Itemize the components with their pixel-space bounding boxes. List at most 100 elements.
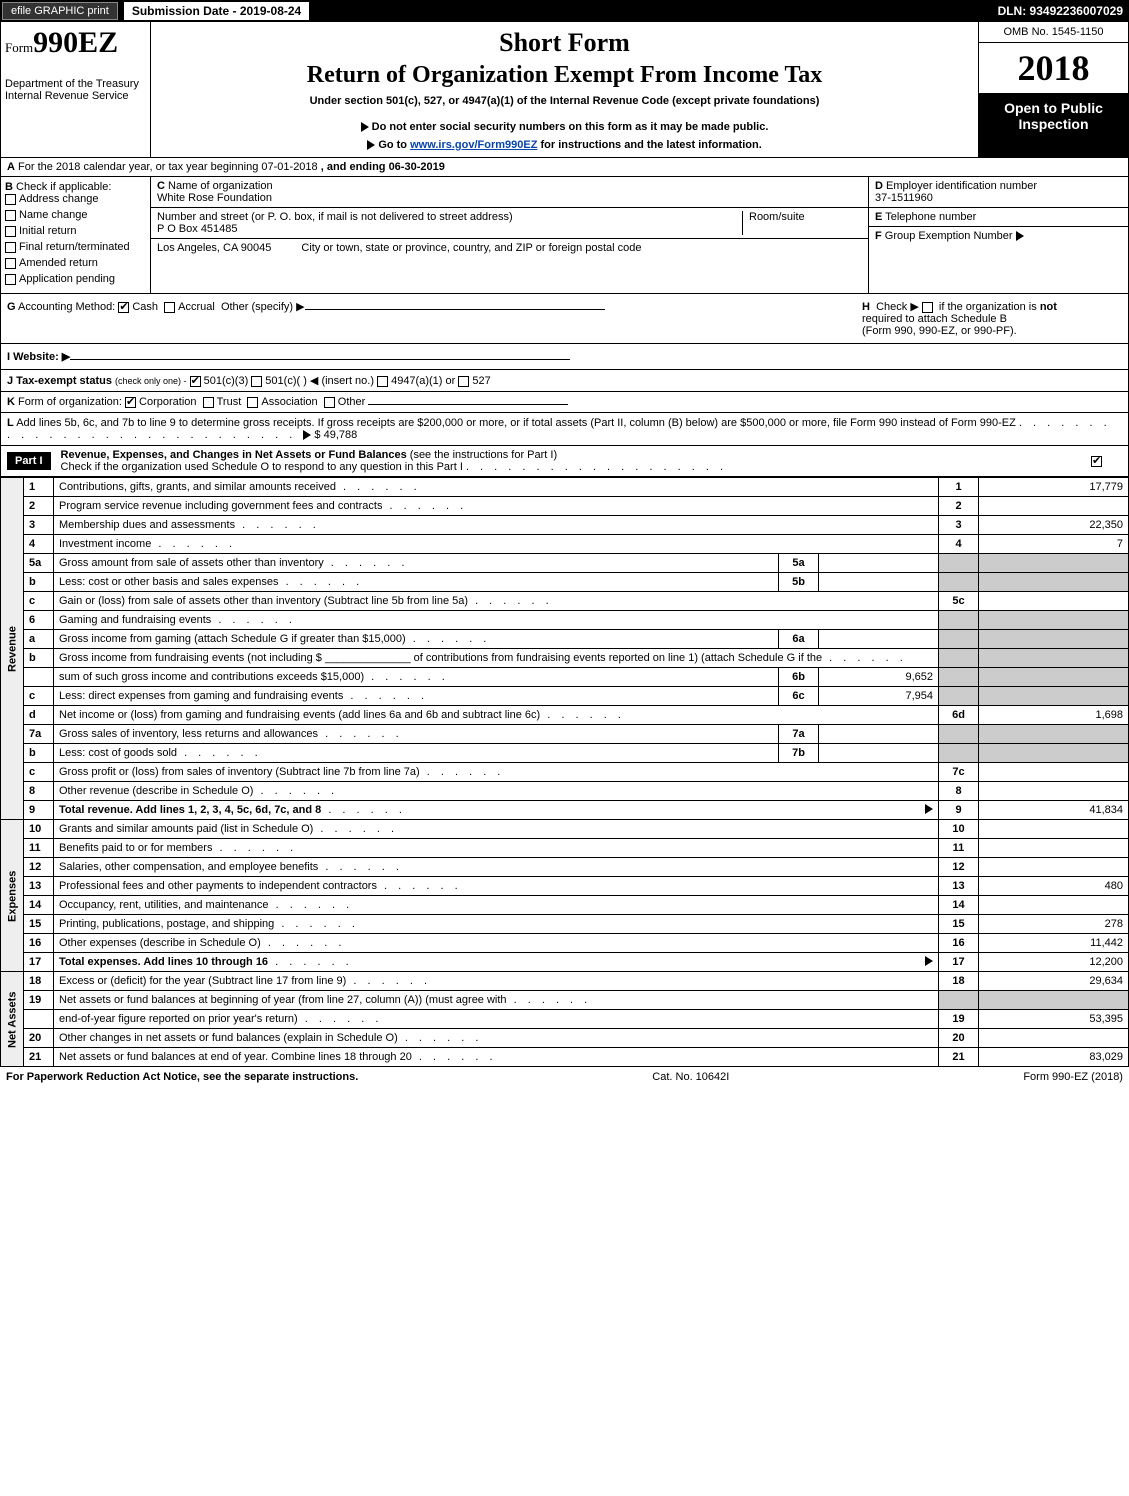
k-other-input[interactable] — [368, 404, 568, 405]
goto-notice: Go to www.irs.gov/Form990EZ for instruct… — [157, 139, 972, 151]
checkbox-accrual-icon[interactable] — [164, 302, 175, 313]
k-trust: Trust — [217, 396, 242, 408]
dots: . . . . . . — [382, 500, 467, 512]
checkbox-assoc-icon[interactable] — [247, 397, 258, 408]
g-text: Accounting Method: — [18, 301, 115, 313]
checkbox-schedule-o-icon[interactable] — [1091, 456, 1102, 467]
part1-label: Part I — [7, 452, 51, 470]
short-form-title: Short Form — [157, 28, 972, 58]
right-value: 480 — [979, 877, 1129, 896]
other-input[interactable] — [305, 309, 605, 310]
chk-address-change[interactable]: Address change — [5, 193, 146, 205]
label-a: A — [7, 161, 15, 173]
dots: . . . . . . — [343, 690, 428, 702]
line-desc: Gross sales of inventory, less returns a… — [54, 725, 779, 744]
footer-right: Form 990-EZ (2018) — [1023, 1071, 1123, 1083]
table-row: aGross income from gaming (attach Schedu… — [1, 630, 1129, 649]
footer-left: For Paperwork Reduction Act Notice, see … — [6, 1071, 358, 1083]
row-a-ending: , and ending 06-30-2019 — [321, 161, 445, 173]
table-row: bLess: cost or other basis and sales exp… — [1, 573, 1129, 592]
j-opt2: 501(c)( ) — [265, 375, 307, 387]
checkbox-icon — [5, 210, 16, 221]
line-desc: Less: direct expenses from gaming and fu… — [54, 687, 779, 706]
accounting-method: G Accounting Method: Cash Accrual Other … — [7, 300, 605, 337]
irs-link[interactable]: www.irs.gov/Form990EZ — [410, 139, 537, 151]
table-row: end-of-year figure reported on prior yea… — [1, 1010, 1129, 1029]
accrual-label: Accrual — [178, 301, 215, 313]
footer-mid: Cat. No. 10642I — [652, 1071, 729, 1083]
table-row: 2Program service revenue including gover… — [1, 497, 1129, 516]
table-row: 11Benefits paid to or for members . . . … — [1, 839, 1129, 858]
checkbox-corp-icon[interactable] — [125, 397, 136, 408]
dots: . . . . . . — [268, 956, 353, 968]
mid-value — [819, 744, 939, 763]
dots: . . . . . . — [321, 804, 406, 816]
table-row: 15Printing, publications, postage, and s… — [1, 915, 1129, 934]
checkbox-4947-icon[interactable] — [377, 376, 388, 387]
chk-name-change[interactable]: Name change — [5, 209, 146, 221]
checkbox-other-icon[interactable] — [324, 397, 335, 408]
checkbox-icon — [5, 226, 16, 237]
page-footer: For Paperwork Reduction Act Notice, see … — [0, 1067, 1129, 1087]
table-row: 16Other expenses (describe in Schedule O… — [1, 934, 1129, 953]
group-ex-label: Group Exemption Number — [885, 230, 1013, 242]
l-text: Add lines 5b, 6c, and 7b to line 9 to de… — [16, 417, 1016, 429]
mid-value — [819, 554, 939, 573]
right-num — [939, 611, 979, 630]
under-section: Under section 501(c), 527, or 4947(a)(1)… — [157, 95, 972, 107]
cash-label: Cash — [132, 301, 158, 313]
line-number: b — [24, 744, 54, 763]
mid-value — [819, 573, 939, 592]
section-bcd: B Check if applicable: Address change Na… — [0, 177, 1129, 294]
right-num-shaded — [939, 725, 979, 744]
checkbox-501c3-icon[interactable] — [190, 376, 201, 387]
right-val — [979, 611, 1129, 630]
right-value: 29,634 — [979, 972, 1129, 991]
line-number: 10 — [24, 820, 54, 839]
h-text3: required to attach Schedule B — [862, 313, 1007, 325]
line-number: 20 — [24, 1029, 54, 1048]
checkbox-h-icon[interactable] — [922, 302, 933, 313]
h-check: Check ▶ — [876, 301, 919, 313]
section-label: Expenses — [1, 820, 24, 972]
dots: . . . . . . — [318, 861, 403, 873]
label-c: C — [157, 180, 165, 192]
right-line-number: 10 — [939, 820, 979, 839]
chk-initial-return[interactable]: Initial return — [5, 225, 146, 237]
dots: . . . . . . — [420, 766, 505, 778]
right-num-shaded — [939, 573, 979, 592]
line-number: a — [24, 630, 54, 649]
triangle-icon — [925, 804, 933, 814]
efile-print-button[interactable]: efile GRAPHIC print — [2, 2, 118, 20]
table-row: Expenses10Grants and similar amounts pai… — [1, 820, 1129, 839]
chk-amended[interactable]: Amended return — [5, 257, 146, 269]
j-insert: ◀ (insert no.) — [310, 375, 374, 387]
chk-final-return[interactable]: Final return/terminated — [5, 241, 146, 253]
right-value: 17,779 — [979, 478, 1129, 497]
right-line-number: 15 — [939, 915, 979, 934]
checkbox-501c-icon[interactable] — [251, 376, 262, 387]
group-exemption-row: F Group Exemption Number — [869, 227, 1128, 245]
l-label: L — [7, 417, 14, 429]
line-desc: end-of-year figure reported on prior yea… — [54, 1010, 939, 1029]
right-value: 22,350 — [979, 516, 1129, 535]
line-desc: Printing, publications, postage, and shi… — [54, 915, 939, 934]
table-row: 6Gaming and fundraising events . . . . .… — [1, 611, 1129, 630]
dots: . . . . . . — [406, 633, 491, 645]
website-input[interactable] — [70, 359, 570, 360]
right-line-number: 2 — [939, 497, 979, 516]
checkbox-527-icon[interactable] — [458, 376, 469, 387]
line-desc: Gross income from gaming (attach Schedul… — [54, 630, 779, 649]
line-number: 19 — [24, 991, 54, 1010]
label-f: F — [875, 230, 882, 242]
chk-pending[interactable]: Application pending — [5, 273, 146, 285]
checkbox-trust-icon[interactable] — [203, 397, 214, 408]
line-number: 7a — [24, 725, 54, 744]
dots: . . . . . . — [364, 671, 449, 683]
k-other: Other — [338, 396, 366, 408]
right-line-number: 16 — [939, 934, 979, 953]
line-number: c — [24, 763, 54, 782]
right-num-shaded — [939, 744, 979, 763]
checkbox-cash-icon[interactable] — [118, 302, 129, 313]
line-desc: Contributions, gifts, grants, and simila… — [54, 478, 939, 497]
